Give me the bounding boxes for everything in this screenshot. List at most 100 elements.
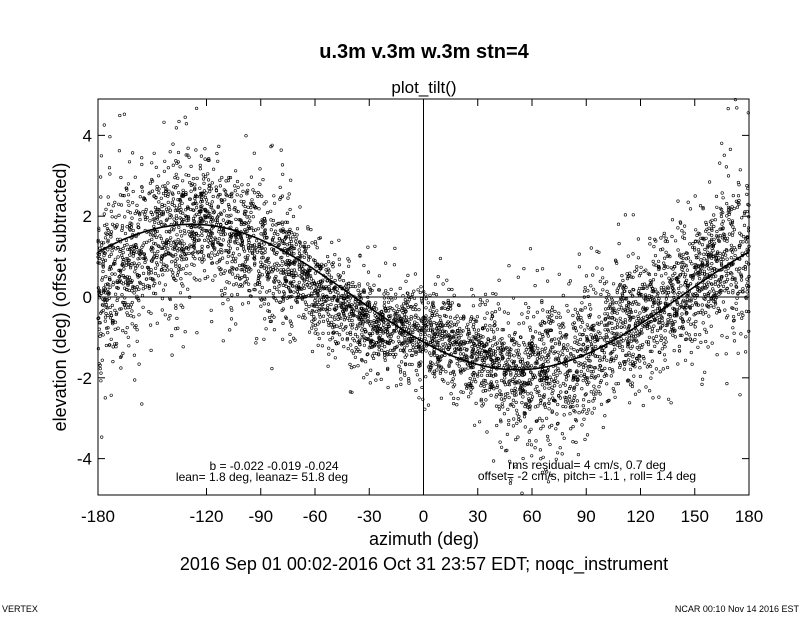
scatter-point <box>488 347 492 351</box>
scatter-point <box>703 370 707 374</box>
scatter-point <box>719 214 724 219</box>
scatter-point <box>161 288 166 292</box>
scatter-point <box>243 221 247 225</box>
scatter-point <box>247 282 251 286</box>
scatter-point <box>695 233 699 237</box>
scatter-point <box>420 385 424 390</box>
scatter-point <box>527 343 532 347</box>
scatter-point <box>290 281 294 286</box>
scatter-point <box>123 306 127 310</box>
scatter-point <box>147 270 151 274</box>
scatter-point <box>319 280 323 284</box>
scatter-point <box>613 308 617 313</box>
scatter-point <box>552 372 556 377</box>
scatter-point <box>513 331 517 335</box>
scatter-point <box>183 252 187 256</box>
scatter-point <box>430 313 434 318</box>
scatter-point <box>707 314 711 318</box>
scatter-point <box>572 348 576 352</box>
scatter-point <box>288 227 292 231</box>
scatter-point <box>526 310 530 314</box>
scatter-point <box>637 286 642 291</box>
scatter-point <box>228 176 233 180</box>
scatter-point <box>188 233 192 237</box>
scatter-point <box>684 337 689 341</box>
scatter-point <box>608 360 613 364</box>
scatter-point <box>469 387 473 391</box>
scatter-point <box>486 340 490 344</box>
scatter-point <box>653 309 657 313</box>
scatter-point <box>428 340 432 344</box>
scatter-point <box>505 352 509 356</box>
scatter-point <box>131 189 135 194</box>
scatter-point <box>473 319 478 323</box>
scatter-point <box>219 198 223 202</box>
scatter-point <box>595 354 600 359</box>
scatter-point <box>344 308 349 312</box>
scatter-point <box>228 270 232 274</box>
scatter-point <box>573 418 578 422</box>
scatter-point <box>508 379 512 383</box>
scatter-point <box>729 248 733 252</box>
scatter-point <box>269 209 273 213</box>
scatter-point <box>184 153 188 157</box>
scatter-point <box>386 322 390 326</box>
scatter-point <box>123 231 128 236</box>
scatter-point <box>372 319 376 323</box>
scatter-point <box>365 353 369 357</box>
scatter-point <box>477 350 482 354</box>
scatter-point <box>517 373 521 378</box>
scatter-point <box>603 328 607 332</box>
scatter-point <box>452 373 457 377</box>
scatter-point <box>98 246 102 250</box>
scatter-point <box>712 293 717 297</box>
scatter-point <box>706 243 710 247</box>
scatter-point <box>652 245 656 249</box>
scatter-point <box>543 359 547 363</box>
scatter-point <box>228 246 232 250</box>
scatter-point <box>743 210 747 214</box>
scatter-point <box>603 414 607 418</box>
scatter-point <box>203 157 207 161</box>
scatter-point <box>485 299 489 303</box>
scatter-point <box>292 268 297 272</box>
scatter-point <box>384 309 388 313</box>
scatter-point <box>490 311 494 315</box>
scatter-point <box>241 203 245 207</box>
scatter-point <box>572 385 577 390</box>
scatter-point <box>239 268 243 272</box>
scatter-point <box>410 353 414 358</box>
scatter-point <box>557 354 562 358</box>
scatter-point <box>254 228 258 232</box>
scatter-point <box>265 257 270 261</box>
scatter-point <box>314 242 318 246</box>
scatter-point <box>327 297 331 301</box>
scatter-point <box>351 314 356 318</box>
scatter-point <box>698 310 702 315</box>
scatter-point <box>446 307 450 312</box>
scatter-point <box>206 178 211 182</box>
scatter-point <box>530 373 535 377</box>
scatter-point <box>564 378 568 382</box>
scatter-point <box>731 319 736 323</box>
scatter-point <box>600 348 605 353</box>
scatter-point <box>663 358 667 362</box>
scatter-point <box>622 289 626 293</box>
scatter-point <box>164 207 169 211</box>
scatter-point <box>99 379 103 383</box>
scatter-point <box>561 381 566 386</box>
scatter-point <box>242 212 246 216</box>
scatter-point <box>456 320 460 324</box>
scatter-point <box>432 320 436 325</box>
scatter-point <box>716 239 721 243</box>
scatter-point <box>728 147 733 151</box>
scatter-point <box>152 241 156 245</box>
scatter-point <box>131 284 135 289</box>
scatter-point <box>326 331 331 335</box>
chart-subtitle: plot_tilt() <box>391 78 456 97</box>
scatter-point <box>725 277 730 282</box>
scatter-point <box>496 302 500 306</box>
scatter-point <box>630 315 635 319</box>
scatter-point <box>546 480 551 484</box>
scatter-point <box>655 341 659 345</box>
